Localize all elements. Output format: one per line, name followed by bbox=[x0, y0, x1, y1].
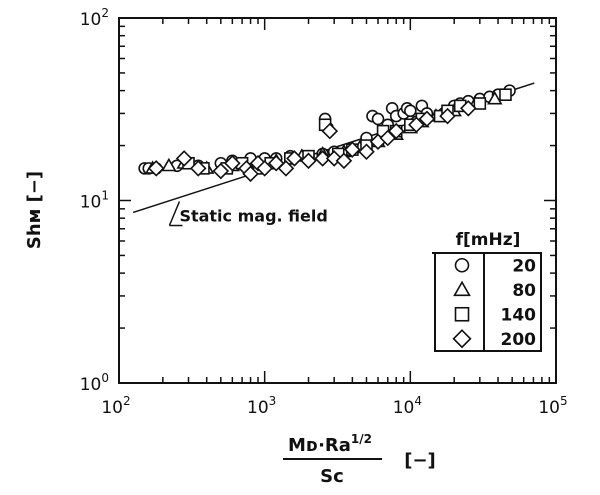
x-tick-label: 102 bbox=[101, 394, 130, 418]
legend-square-icon bbox=[454, 306, 470, 322]
diamond-point bbox=[147, 160, 165, 177]
diamond-point bbox=[460, 100, 477, 117]
diamond-point bbox=[256, 160, 273, 177]
y-tick-label: 102 bbox=[80, 6, 109, 30]
legend-diamond-icon bbox=[452, 329, 472, 349]
triangle-point bbox=[487, 91, 503, 105]
legend-label: 20 bbox=[512, 256, 536, 276]
legend-circle-icon bbox=[454, 257, 470, 273]
legend-title: f[mHz] bbox=[456, 230, 521, 250]
circle-point bbox=[404, 104, 417, 118]
legend-label: 200 bbox=[501, 330, 537, 350]
diamond-point bbox=[408, 116, 425, 134]
y-tick-label: 100 bbox=[80, 371, 109, 395]
diamond-point bbox=[286, 150, 303, 167]
reference-line-label: Static mag. field bbox=[179, 207, 327, 226]
x-tick-label: 103 bbox=[247, 394, 276, 418]
legend-label: 80 bbox=[512, 281, 536, 301]
diamond-point bbox=[358, 143, 375, 161]
legend-label: 140 bbox=[501, 305, 537, 325]
x-label-numerator: Mᴅ·Ra bbox=[288, 435, 351, 456]
diamond-point bbox=[439, 107, 456, 125]
triangle-point bbox=[161, 157, 177, 172]
x-tick-label: 105 bbox=[538, 394, 567, 418]
svg-text:Mᴅ·Ra1/2: Mᴅ·Ra1/2 bbox=[288, 432, 372, 456]
legend-triangle-icon bbox=[453, 280, 471, 297]
y-tick-label: 101 bbox=[80, 189, 109, 213]
diamond-point bbox=[344, 141, 361, 158]
diamond-point bbox=[387, 122, 405, 140]
diamond-point bbox=[321, 122, 339, 140]
diamond-point bbox=[212, 162, 230, 180]
diamond-point bbox=[242, 165, 259, 183]
tick-labels: 102 103 104 105 100 101 102 bbox=[80, 6, 568, 418]
diamond-point bbox=[277, 160, 295, 177]
annotation-pointer bbox=[168, 201, 181, 226]
x-label-numerator-exp: 1/2 bbox=[351, 432, 372, 446]
diamond-point bbox=[224, 154, 241, 172]
diamond-point bbox=[314, 150, 331, 167]
diamond-point bbox=[189, 160, 207, 177]
x-label-unit: [−] bbox=[404, 450, 436, 471]
diamond-point bbox=[300, 152, 317, 170]
x-axis-label: Mᴅ·Ra1/2 Sc [−] bbox=[283, 432, 436, 487]
legend-box bbox=[434, 252, 542, 352]
tick-marks bbox=[119, 18, 556, 383]
diamond-point bbox=[175, 150, 193, 167]
diamond-point bbox=[335, 152, 353, 170]
square-point bbox=[499, 88, 512, 101]
diamond-point bbox=[418, 110, 436, 128]
y-axis-label: Shм [−] bbox=[24, 171, 45, 249]
legend: f[mHz] 20 80 140 200 bbox=[432, 230, 542, 352]
data-points bbox=[138, 84, 516, 183]
x-label-denominator: Sc bbox=[320, 466, 344, 487]
x-tick-label: 104 bbox=[393, 394, 422, 418]
square-point bbox=[473, 97, 487, 110]
circle-point bbox=[371, 112, 385, 126]
